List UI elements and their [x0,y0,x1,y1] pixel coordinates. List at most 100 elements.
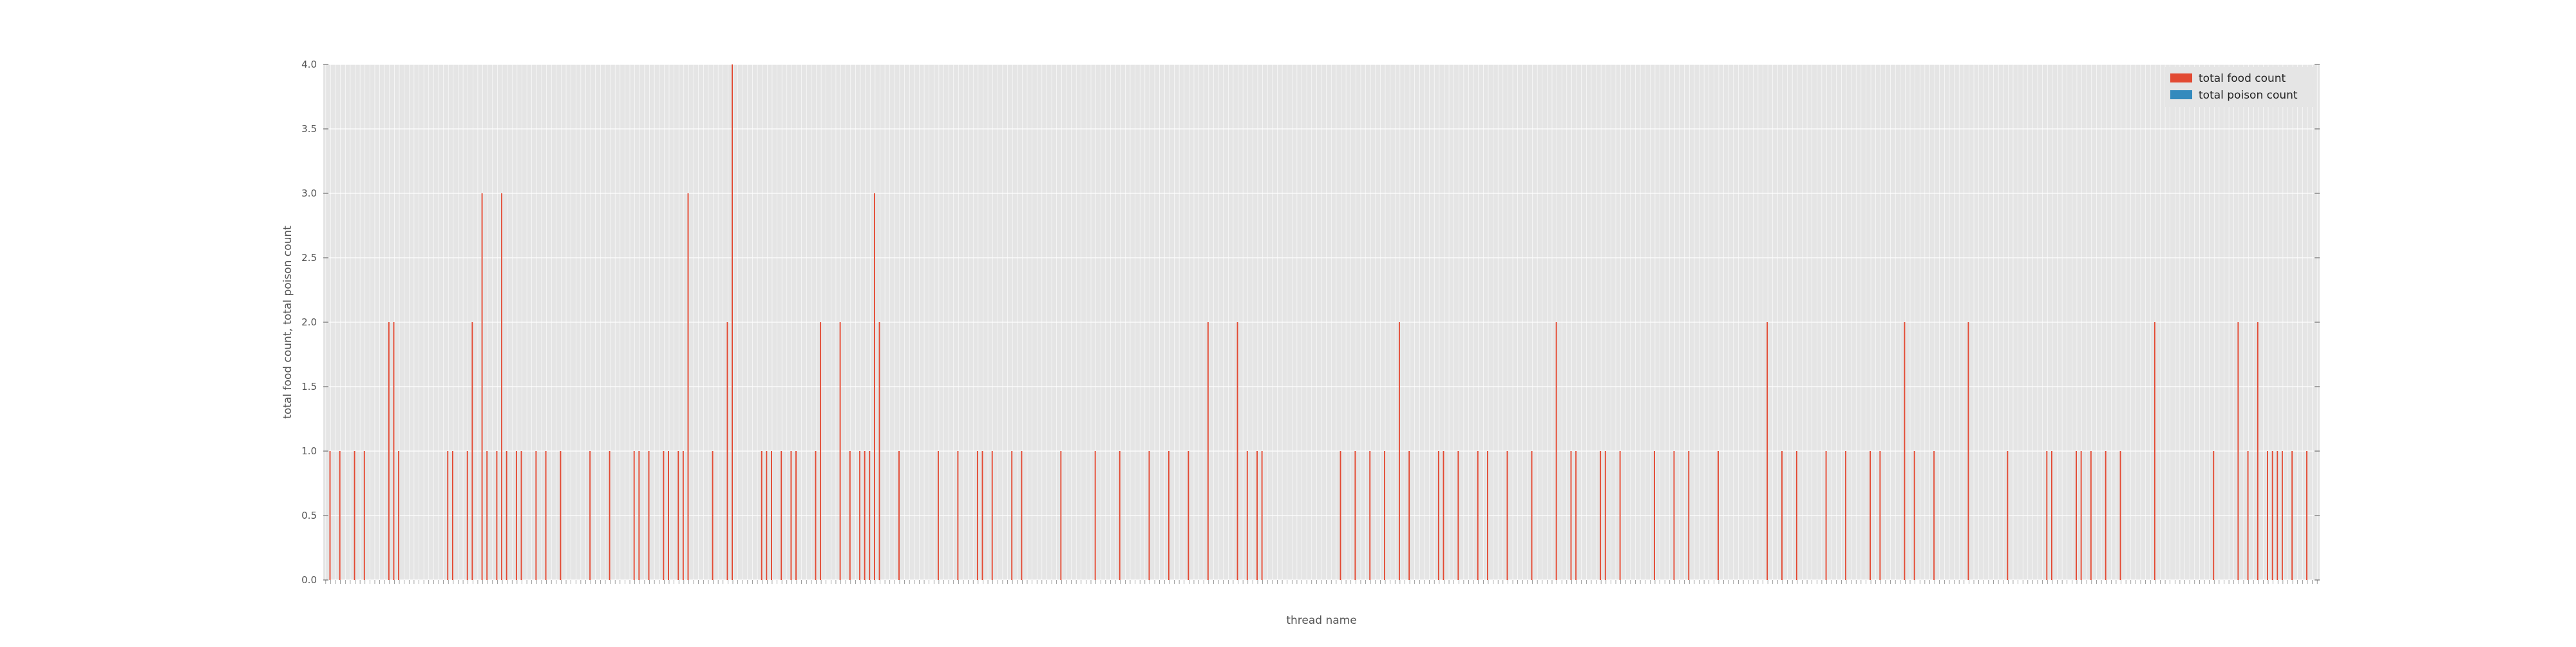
bar-food [2046,451,2048,580]
bar-food [869,451,871,580]
bar-food [2267,451,2269,580]
bar-food [795,451,797,580]
legend-label-food: total food count [2199,72,2286,85]
bar-food [687,193,689,580]
bar-food [878,322,880,580]
bar-food [981,451,983,580]
bar-food [388,322,390,580]
bar-food [873,193,875,580]
bar-food [2007,451,2009,580]
y-tick-label: 4.0 [301,59,317,70]
bar-food [1236,322,1238,580]
bar-food [668,451,669,580]
bar-food [501,193,503,580]
x-axis-label: thread name [1286,614,1356,627]
bar-food [1094,451,1096,580]
bar-food [957,451,959,580]
bar-food [1673,451,1675,580]
y-tick-label: 0.5 [301,510,317,521]
bar-food [1207,322,1209,580]
bar-food [1506,451,1508,580]
bar-food [2076,451,2077,580]
bar-food [1570,451,1572,580]
bar-food [732,64,733,580]
bars [329,64,2307,580]
y-tick-label: 3.0 [301,188,317,199]
bar-food [486,451,488,580]
bar-food [471,322,473,580]
bar-food [2291,451,2293,580]
bar-food [1575,451,1577,580]
bar-food [520,451,522,580]
bar-food [1354,451,1356,580]
bar-food [1011,451,1013,580]
bar-food [496,451,498,580]
bar-food [712,451,714,580]
bar-food [663,451,665,580]
bar-food [2281,451,2283,580]
bar-food [1256,451,1258,580]
bar-food [638,451,640,580]
bar-food [329,451,331,580]
bar-food [677,451,679,580]
bar-food [1600,451,1602,580]
bar-food [515,451,517,580]
bar-food [363,451,365,580]
bar-food [1870,451,1871,580]
bar-food [937,451,939,580]
bar-food [466,451,468,580]
bar-food [1879,451,1881,580]
bar-food [1398,322,1400,580]
y-tick-label: 2.0 [301,316,317,328]
bar-food [1654,451,1655,580]
bar-food [2257,322,2259,580]
bar-food [2119,451,2121,580]
bar-food [1437,451,1439,580]
bar-food [1369,451,1371,580]
bar-food [991,451,993,580]
bar-food [1913,451,1915,580]
bar-food [1457,451,1459,580]
bar-food [1967,322,1969,580]
bar-food [1781,451,1783,580]
bar-food [339,451,341,580]
bar-food [609,451,611,580]
y-axis-label: total food count, total poison count [281,226,294,419]
bar-food [1246,451,1248,580]
bar-food [1060,451,1062,580]
bar-food [820,322,822,580]
bar-food [1619,451,1621,580]
bar-food [1933,451,1935,580]
bar-food [1119,451,1121,580]
bar-food [451,451,453,580]
bar-food [1148,451,1150,580]
bar-food [398,451,400,580]
bar-food [761,451,762,580]
bar-food [535,451,537,580]
bar-food [2271,451,2273,580]
bar-food [1261,451,1263,580]
bar-food [1718,451,1719,580]
bar-food [1168,451,1170,580]
bar-food [481,193,483,580]
bar-food [560,451,562,580]
bar-food [1531,451,1533,580]
y-tick-label: 0.0 [301,574,317,586]
bar-food [545,451,547,580]
bar-food [726,322,728,580]
legend-swatch-food [2170,73,2192,82]
bar-food [2154,322,2155,580]
bar-food [2080,451,2082,580]
bar-food [633,451,635,580]
bar-food [790,451,792,580]
bar-food [1477,451,1479,580]
bar-food [1443,451,1444,580]
bar-food [1904,322,1906,580]
bar-food [2105,451,2107,580]
bar-food [766,451,768,580]
legend: total food count total poison count [2165,67,2315,107]
bar-food [682,451,684,580]
x-tick-marks [325,580,2318,584]
